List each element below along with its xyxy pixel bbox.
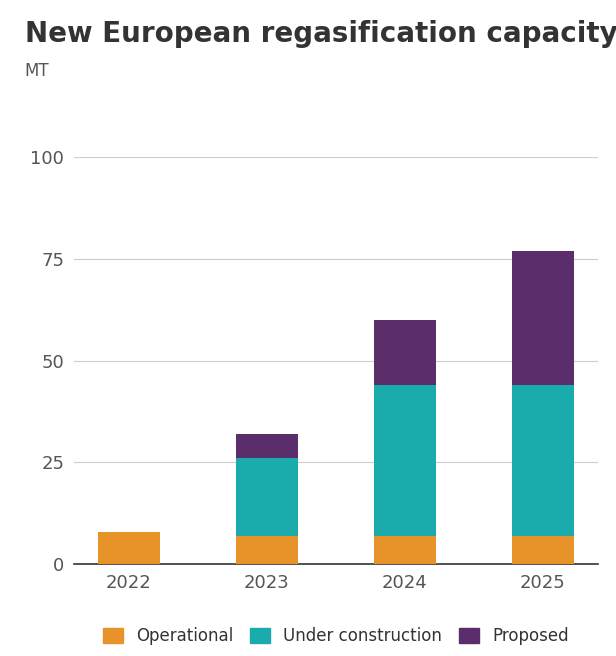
Bar	[236, 536, 298, 564]
Bar	[512, 385, 573, 536]
Bar	[236, 434, 298, 459]
Legend: Operational, Under construction, Proposed: Operational, Under construction, Propose…	[103, 627, 569, 646]
Bar	[374, 536, 436, 564]
Bar	[512, 536, 573, 564]
Bar	[374, 385, 436, 536]
Bar	[374, 320, 436, 385]
Bar	[512, 251, 573, 385]
Text: MT: MT	[25, 62, 49, 80]
Text: New European regasification capacity: New European regasification capacity	[25, 20, 616, 48]
Bar	[236, 459, 298, 536]
Bar	[98, 531, 160, 564]
